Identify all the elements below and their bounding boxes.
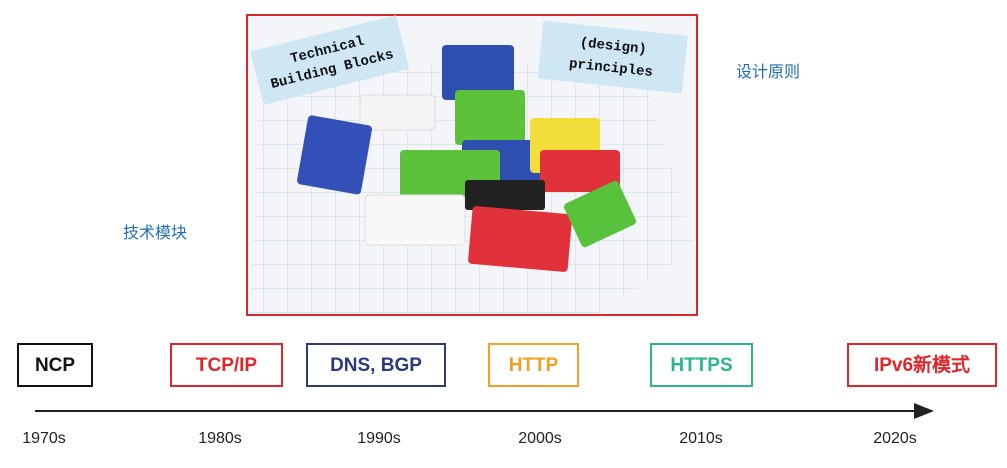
milestone-label: NCP (35, 355, 75, 376)
milestone-label: HTTPS (670, 355, 732, 376)
year-label: 1970s (22, 430, 66, 447)
year-label: 2010s (679, 430, 723, 447)
year-label: 2020s (873, 430, 917, 447)
bricks (297, 45, 637, 272)
milestone-label: DNS, BGP (330, 355, 422, 376)
milestone-box (650, 343, 753, 387)
milestone-box (17, 343, 93, 387)
year-label: 1980s (198, 430, 242, 447)
svg-text:(design): (design) (579, 35, 648, 58)
label-principles: 设计原则 (736, 63, 800, 81)
milestone-label: IPv6新模式 (874, 353, 970, 376)
photo: Technical Building Blocks (design) princ… (246, 14, 698, 316)
milestone-box (306, 343, 446, 387)
label-blocks: 技术模块 (123, 224, 187, 242)
milestone-label: TCP/IP (196, 355, 258, 376)
milestone-box (847, 343, 997, 387)
milestone-box (170, 343, 283, 387)
milestone-box (488, 343, 579, 387)
milestone-label: HTTP (509, 355, 559, 376)
note-right: (design) principles (537, 20, 688, 94)
year-label: 1990s (357, 430, 401, 447)
year-label: 2000s (518, 430, 562, 447)
